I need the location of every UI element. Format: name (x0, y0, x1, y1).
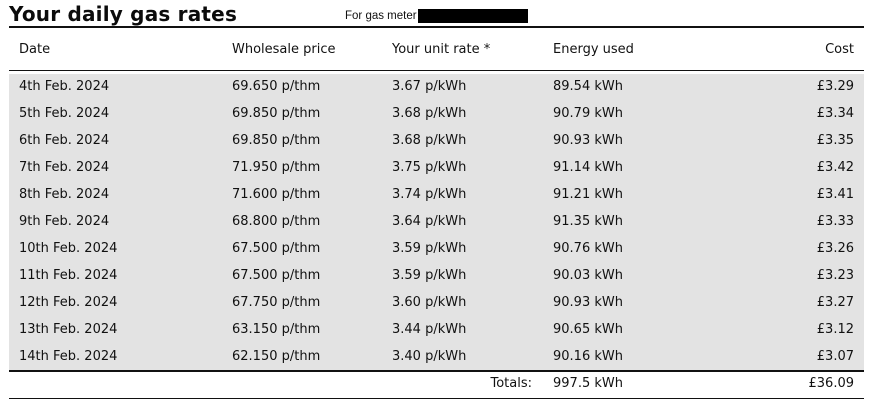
row-unit-rate: 3.59 p/kWh (392, 241, 467, 256)
table-row: 12th Feb. 2024 67.750 p/thm 3.60 p/kWh 90.9… (9, 290, 864, 317)
row-energy-used: 90.65 kWh (553, 322, 623, 337)
row-unit-rate: 3.75 p/kWh (392, 160, 467, 175)
row-energy-used: 90.93 kWh (553, 133, 623, 148)
row-wholesale-price: 67.500 p/thm (232, 268, 321, 283)
row-energy-used: 90.16 kWh (553, 349, 623, 364)
row-cost: £3.42 (816, 160, 854, 175)
row-cost: £3.41 (816, 187, 854, 202)
row-wholesale-price: 69.650 p/thm (232, 79, 321, 94)
row-cost: £3.27 (816, 295, 854, 310)
row-date: 5th Feb. 2024 (19, 106, 110, 121)
column-header-unit-rate: Your unit rate * (392, 42, 491, 57)
row-wholesale-price: 62.150 p/thm (232, 349, 321, 364)
row-unit-rate: 3.59 p/kWh (392, 268, 467, 283)
row-energy-used: 90.76 kWh (553, 241, 623, 256)
table-row: 6th Feb. 2024 69.850 p/thm 3.68 p/kWh 90.93… (9, 128, 864, 155)
table-totals: Totals: 997.5 kWh £36.09 (9, 370, 864, 399)
row-unit-rate: 3.40 p/kWh (392, 349, 467, 364)
row-date: 4th Feb. 2024 (19, 79, 110, 94)
table-row: 4th Feb. 2024 69.650 p/thm 3.67 p/kWh 89.54… (9, 74, 864, 101)
row-date: 12th Feb. 2024 (19, 295, 118, 310)
column-header-date: Date (19, 42, 51, 57)
row-cost: £3.07 (816, 349, 854, 364)
page-header: Your daily gas rates For gas meter (9, 2, 864, 28)
row-wholesale-price: 69.850 p/thm (232, 133, 321, 148)
row-wholesale-price: 69.850 p/thm (232, 106, 321, 121)
table-row: 10th Feb. 2024 67.500 p/thm 3.59 p/kWh 90.7… (9, 236, 864, 263)
gas-meter-label: For gas meter (345, 10, 417, 22)
table-header: Date Wholesale price Your unit rate * En… (9, 35, 864, 71)
row-unit-rate: 3.67 p/kWh (392, 79, 467, 94)
row-energy-used: 90.03 kWh (553, 268, 623, 283)
row-unit-rate: 3.64 p/kWh (392, 214, 467, 229)
row-date: 10th Feb. 2024 (19, 241, 118, 256)
row-cost: £3.33 (816, 214, 854, 229)
row-cost: £3.35 (816, 133, 854, 148)
row-cost: £3.23 (816, 268, 854, 283)
row-wholesale-price: 68.800 p/thm (232, 214, 321, 229)
column-header-wholesale-price: Wholesale price (232, 42, 336, 57)
row-date: 13th Feb. 2024 (19, 322, 118, 337)
row-date: 14th Feb. 2024 (19, 349, 118, 364)
row-cost: £3.29 (816, 79, 854, 94)
row-unit-rate: 3.74 p/kWh (392, 187, 467, 202)
totals-label: Totals: (490, 376, 532, 391)
table-row: 7th Feb. 2024 71.950 p/thm 3.75 p/kWh 91.14… (9, 155, 864, 182)
row-wholesale-price: 67.500 p/thm (232, 241, 321, 256)
row-energy-used: 90.93 kWh (553, 295, 623, 310)
row-date: 11th Feb. 2024 (19, 268, 118, 283)
row-energy-used: 91.14 kWh (553, 160, 623, 175)
row-date: 7th Feb. 2024 (19, 160, 110, 175)
row-unit-rate: 3.68 p/kWh (392, 133, 467, 148)
table-row: 14th Feb. 2024 62.150 p/thm 3.40 p/kWh 90.1… (9, 344, 864, 371)
total-cost: £36.09 (808, 376, 855, 391)
row-cost: £3.26 (816, 241, 854, 256)
column-header-cost: Cost (825, 42, 854, 57)
table-row: 5th Feb. 2024 69.850 p/thm 3.68 p/kWh 90.79… (9, 101, 864, 128)
row-wholesale-price: 63.150 p/thm (232, 322, 321, 337)
row-energy-used: 91.35 kWh (553, 214, 623, 229)
total-energy-used: 997.5 kWh (553, 376, 623, 391)
row-energy-used: 91.21 kWh (553, 187, 623, 202)
row-cost: £3.34 (816, 106, 854, 121)
table-row: 9th Feb. 2024 68.800 p/thm 3.64 p/kWh 91.35… (9, 209, 864, 236)
column-header-energy-used: Energy used (553, 42, 634, 57)
page-title: Your daily gas rates (9, 2, 238, 26)
row-wholesale-price: 71.950 p/thm (232, 160, 321, 175)
row-energy-used: 90.79 kWh (553, 106, 623, 121)
row-unit-rate: 3.44 p/kWh (392, 322, 467, 337)
row-unit-rate: 3.68 p/kWh (392, 106, 467, 121)
table-row: 11th Feb. 2024 67.500 p/thm 3.59 p/kWh 90.0… (9, 263, 864, 290)
row-wholesale-price: 71.600 p/thm (232, 187, 321, 202)
gas-meter-info: For gas meter (345, 8, 528, 24)
redacted-meter-number (417, 9, 528, 23)
row-date: 9th Feb. 2024 (19, 214, 110, 229)
row-energy-used: 89.54 kWh (553, 79, 623, 94)
row-unit-rate: 3.60 p/kWh (392, 295, 467, 310)
table-row: 13th Feb. 2024 63.150 p/thm 3.44 p/kWh 90.6… (9, 317, 864, 344)
row-date: 8th Feb. 2024 (19, 187, 110, 202)
table-row: 8th Feb. 2024 71.600 p/thm 3.74 p/kWh 91.21… (9, 182, 864, 209)
row-date: 6th Feb. 2024 (19, 133, 110, 148)
rates-table-body: 4th Feb. 2024 69.650 p/thm 3.67 p/kWh 89.54… (9, 74, 864, 370)
row-cost: £3.12 (816, 322, 854, 337)
row-wholesale-price: 67.750 p/thm (232, 295, 321, 310)
